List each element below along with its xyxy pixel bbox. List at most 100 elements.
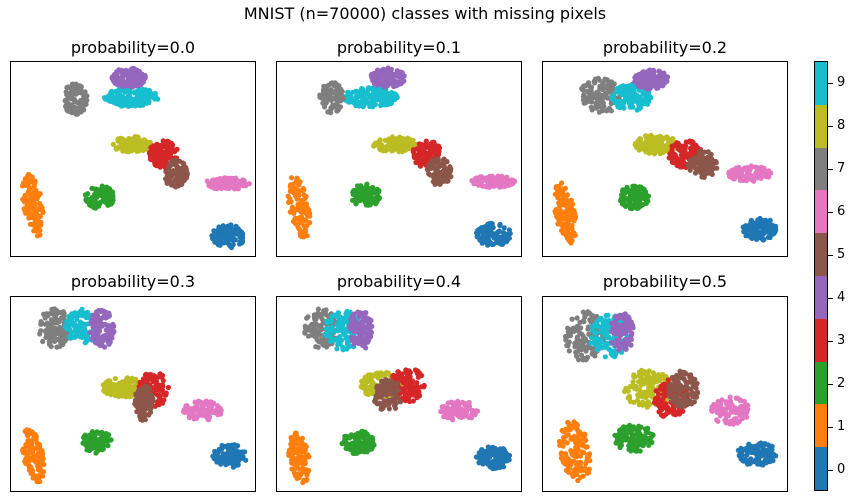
scatter-point <box>680 144 686 150</box>
scatter-point <box>144 139 150 145</box>
scatter-point <box>137 380 143 386</box>
scatter-point <box>631 191 637 197</box>
scatter-point <box>641 80 647 86</box>
scatter-point <box>416 393 423 399</box>
scatter-point <box>107 339 113 345</box>
cluster-class-5 <box>685 148 720 180</box>
scatter-point <box>94 323 101 329</box>
scatter-point <box>210 408 216 414</box>
scatter-point <box>122 384 128 390</box>
scatter-point <box>499 181 505 187</box>
scatter-point <box>362 185 368 191</box>
scatter-point <box>27 441 33 447</box>
scatter-point <box>389 81 396 87</box>
scatter-point <box>115 136 121 142</box>
scatter-point <box>359 378 365 384</box>
scatter-point <box>80 99 86 105</box>
scatter-point <box>230 182 237 188</box>
scatter-point <box>29 429 35 435</box>
scatter-point <box>398 81 404 87</box>
scatter-point <box>99 193 105 199</box>
scatter-point <box>99 447 105 453</box>
scatter-point <box>370 99 376 105</box>
scatter-point <box>399 376 405 382</box>
scatter-point <box>596 104 602 110</box>
scatter-point <box>227 446 233 452</box>
scatter-point <box>50 328 56 334</box>
scatter-point <box>116 99 122 105</box>
scatter-point <box>68 96 74 102</box>
scatter-point <box>153 383 159 389</box>
scatter-point <box>132 103 138 109</box>
scatter-point <box>92 340 99 346</box>
scatter-point <box>111 323 117 330</box>
scatter-point <box>710 163 716 169</box>
scatter-point <box>374 192 380 198</box>
scatter-point <box>175 183 181 189</box>
scatter-point <box>70 334 76 340</box>
scatter-point <box>640 146 646 152</box>
scatter-point <box>79 334 85 340</box>
scatter-point <box>237 228 243 234</box>
scatter-point <box>400 380 406 386</box>
scatter-point <box>234 178 240 184</box>
scatter-point <box>94 186 100 192</box>
scatter-point <box>119 145 125 151</box>
scatter-point <box>328 105 334 111</box>
scatter-point <box>766 169 772 175</box>
scatter-point <box>436 145 443 151</box>
scatter-point <box>438 177 444 183</box>
scatter-point <box>421 384 427 390</box>
scatter-point <box>336 341 342 347</box>
scatter-point <box>497 222 503 229</box>
scatter-point <box>24 198 30 204</box>
scatter-point <box>559 180 565 186</box>
scatter-point <box>28 205 34 211</box>
scatter-point <box>399 371 405 377</box>
scatter-point <box>78 330 84 336</box>
scatter-point <box>569 222 575 228</box>
scatter-point <box>666 155 672 161</box>
scatter-point <box>389 94 395 100</box>
scatter-point <box>316 313 322 319</box>
cluster-class-9 <box>62 306 102 346</box>
scatter-point <box>659 141 665 147</box>
scatter-point <box>744 167 750 173</box>
scatter-point <box>381 68 387 74</box>
scatter-point <box>29 177 36 183</box>
scatter-point <box>126 393 133 399</box>
scatter-point <box>755 225 761 231</box>
scatter-point <box>303 218 309 224</box>
scatter-point <box>321 310 327 317</box>
scatter-point <box>87 445 93 451</box>
scatter-panel-5 <box>276 296 522 492</box>
scatter-point <box>672 143 678 149</box>
scatter-point <box>78 109 84 115</box>
scatter-point <box>62 324 68 330</box>
scatter-point <box>382 83 388 90</box>
scatter-plot-5 <box>286 306 513 486</box>
scatter-point <box>618 84 624 90</box>
cluster-class-8 <box>632 132 679 157</box>
scatter-point <box>157 373 163 380</box>
scatter-point <box>579 85 585 91</box>
scatter-point <box>389 148 395 154</box>
scatter-point <box>36 200 43 207</box>
scatter-point <box>407 369 413 376</box>
scatter-point <box>146 373 152 379</box>
scatter-point <box>770 230 776 236</box>
scatter-point <box>700 173 707 179</box>
scatter-point <box>391 388 397 394</box>
scatter-point <box>326 94 332 100</box>
scatter-point <box>493 237 499 243</box>
scatter-point <box>644 192 650 199</box>
scatter-point <box>350 327 356 333</box>
scatter-point <box>319 326 325 332</box>
scatter-point <box>149 392 155 398</box>
scatter-point <box>559 214 565 220</box>
scatter-point <box>309 332 315 338</box>
scatter-point <box>237 234 243 240</box>
scatter-point <box>628 95 635 101</box>
scatter-point <box>357 311 363 317</box>
scatter-point <box>390 73 396 79</box>
